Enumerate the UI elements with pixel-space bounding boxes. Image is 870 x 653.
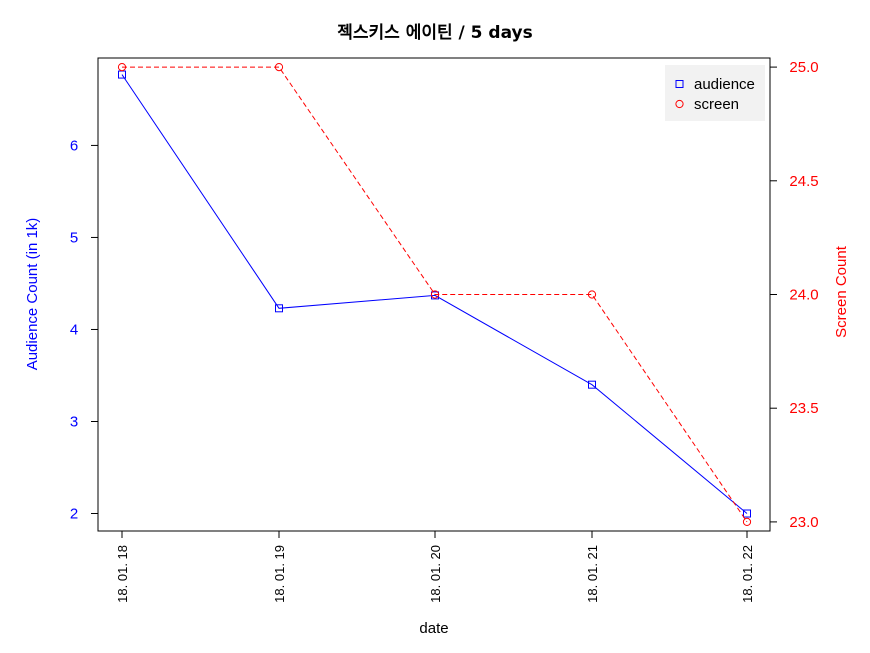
screen-point xyxy=(742,517,752,527)
left-tick-label: 5 xyxy=(70,229,78,246)
audience-legend-marker xyxy=(675,80,684,88)
right-tick-label: 23.5 xyxy=(789,400,818,417)
left-tick-label: 2 xyxy=(70,506,78,523)
plot-area-frame xyxy=(97,57,771,532)
right-tick-label: 24.0 xyxy=(789,287,818,304)
legend-box xyxy=(665,65,765,121)
right-tick-label: 24.5 xyxy=(789,173,818,190)
screen-legend-label: screen xyxy=(694,96,739,113)
screen-point xyxy=(274,62,284,72)
audience-legend-label: audience xyxy=(694,76,755,93)
screen-point xyxy=(430,290,440,299)
audience-point xyxy=(588,380,596,389)
left-tick-label: 3 xyxy=(70,413,78,430)
series-layer xyxy=(117,62,752,527)
x-tick-label: 18. 01. 22 xyxy=(740,545,755,603)
x-tick-label: 18. 01. 21 xyxy=(585,545,600,603)
audience-point xyxy=(275,304,283,313)
left-y-axis: 2 3 4 5 6 xyxy=(70,137,99,523)
screen-point xyxy=(117,62,127,72)
audience-series-line xyxy=(121,74,748,514)
x-tick-label: 18. 01. 19 xyxy=(272,545,287,603)
right-y-axis-title: Screen Count xyxy=(833,245,850,338)
x-axis-title: date xyxy=(419,620,448,637)
legend: audience screen xyxy=(665,65,765,121)
right-tick-label: 25.0 xyxy=(789,59,818,76)
screen-legend-marker xyxy=(675,99,684,109)
left-tick-label: 4 xyxy=(70,321,78,338)
chart-title: 젝스키스 에이틴 / 5 days xyxy=(337,23,533,43)
left-y-axis-title: Audience Count (in 1k) xyxy=(24,218,41,371)
x-tick-label: 18. 01. 20 xyxy=(428,545,443,603)
audience-point xyxy=(743,509,751,518)
right-tick-label: 23.0 xyxy=(789,514,818,531)
screen-series-line xyxy=(122,66,748,523)
x-tick-label: 18. 01. 18 xyxy=(115,545,130,603)
left-tick-label: 6 xyxy=(70,137,78,154)
screen-point xyxy=(587,290,597,299)
x-axis: 18. 01. 18 18. 01. 19 18. 01. 20 18. 01. 21… xyxy=(115,530,755,603)
right-y-axis: 23.0 23.5 24.0 24.5 25.0 xyxy=(769,59,819,531)
